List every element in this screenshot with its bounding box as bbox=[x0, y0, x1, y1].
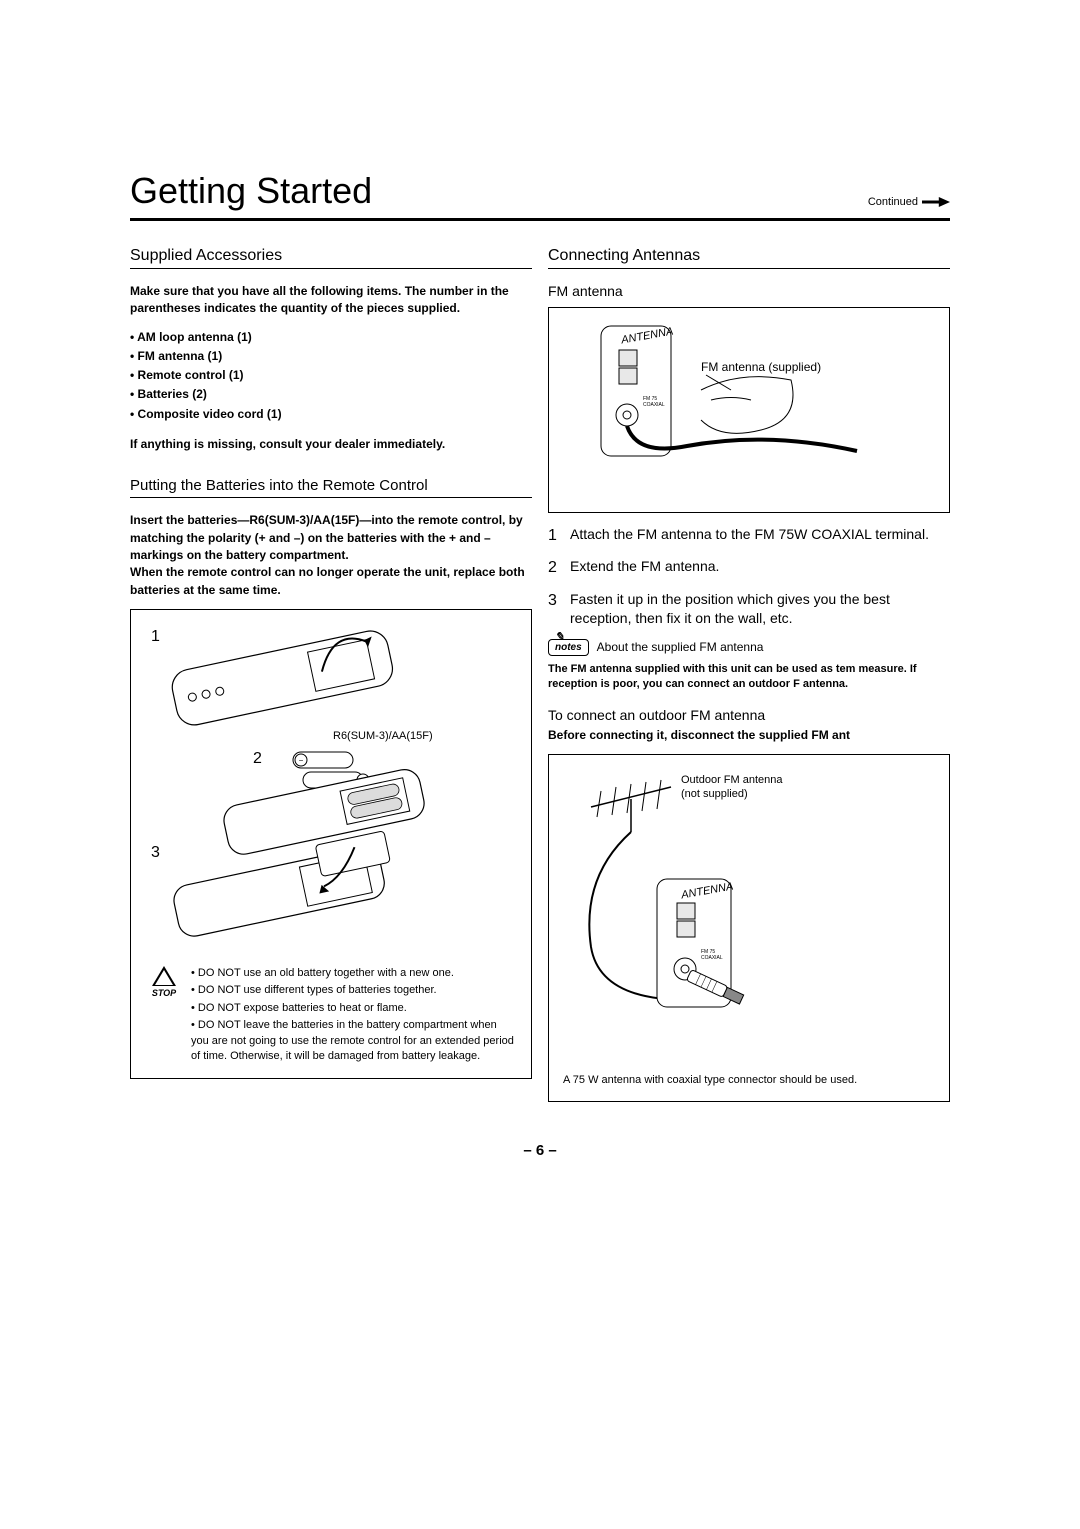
supplied-intro: Make sure that you have all the followin… bbox=[130, 283, 532, 318]
page-title: Getting Started Continued bbox=[130, 170, 950, 221]
supplied-accessories-heading: Supplied Accessories bbox=[130, 247, 532, 269]
fm-antenna-diagram-box: ANTENNA FM antenna (supplied) FM 75 COAX… bbox=[548, 307, 950, 513]
notes-row: notes About the supplied FM antenna bbox=[548, 639, 950, 656]
fm-antenna-illustration: FM 75 COAXIAL bbox=[561, 320, 937, 490]
title-text: Getting Started bbox=[130, 170, 372, 211]
remote-diagram-box: 1 2 3 R6(SUM-3)/AA(15F) bbox=[130, 609, 532, 1079]
step-1: 1 bbox=[151, 628, 160, 646]
arrow-icon bbox=[922, 197, 950, 207]
page-number: – 6 – bbox=[130, 1142, 950, 1159]
right-column: Connecting Antennas FM antenna ANTENNA F… bbox=[540, 247, 950, 1102]
svg-text:COAXIAL: COAXIAL bbox=[643, 402, 665, 408]
step-text: Extend the FM antenna. bbox=[570, 557, 719, 579]
fm-supplied-label: FM antenna (supplied) bbox=[701, 360, 821, 374]
list-item: Batteries (2) bbox=[130, 385, 532, 404]
step-1-row: 1 Attach the FM antenna to the FM 75W CO… bbox=[548, 525, 950, 547]
list-item: AM loop antenna (1) bbox=[130, 328, 532, 347]
list-item: DO NOT expose batteries to heat or flame… bbox=[191, 1001, 515, 1016]
notes-icon: notes bbox=[548, 639, 589, 656]
step-number: 3 bbox=[548, 590, 562, 629]
list-item: DO NOT leave the batteries in the batter… bbox=[191, 1018, 515, 1064]
outdoor-antenna-label: Outdoor FM antenna (not supplied) bbox=[681, 773, 783, 802]
step-text: Attach the FM antenna to the FM 75W COAX… bbox=[570, 525, 929, 547]
step-3: 3 bbox=[151, 844, 160, 862]
left-column: Supplied Accessories Make sure that you … bbox=[130, 247, 540, 1102]
notes-caption: About the supplied FM antenna bbox=[597, 640, 764, 654]
step-3-row: 3 Fasten it up in the position which giv… bbox=[548, 590, 950, 629]
list-item: DO NOT use different types of batteries … bbox=[191, 983, 515, 998]
caution-list: DO NOT use an old battery together with … bbox=[191, 966, 515, 1066]
svg-text:COAXIAL: COAXIAL bbox=[701, 955, 723, 961]
step-text: Fasten it up in the position which gives… bbox=[570, 590, 950, 629]
accessories-list: AM loop antenna (1) FM antenna (1) Remot… bbox=[130, 328, 532, 424]
svg-text:−: − bbox=[299, 756, 304, 765]
outdoor-heading: To connect an outdoor FM antenna bbox=[548, 707, 950, 723]
step-number: 2 bbox=[548, 557, 562, 579]
remote-illustration: − + bbox=[143, 622, 519, 952]
step-2-row: 2 Extend the FM antenna. bbox=[548, 557, 950, 579]
notes-text: The FM antenna supplied with this unit c… bbox=[548, 662, 950, 693]
outdoor-diagram-box: Outdoor FM antenna (not supplied) ANTENN… bbox=[548, 754, 950, 1102]
step-2: 2 bbox=[253, 750, 262, 768]
fm-antenna-subheading: FM antenna bbox=[548, 283, 950, 299]
stop-icon: STOP bbox=[147, 966, 181, 1066]
battery-type-label: R6(SUM-3)/AA(15F) bbox=[333, 730, 433, 742]
outdoor-pre: Before connecting it, disconnect the sup… bbox=[548, 727, 950, 744]
connecting-antennas-heading: Connecting Antennas bbox=[548, 247, 950, 269]
batteries-text: Insert the batteries—R6(SUM-3)/AA(15F)—i… bbox=[130, 512, 532, 599]
list-item: FM antenna (1) bbox=[130, 347, 532, 366]
continued-label: Continued bbox=[868, 196, 950, 208]
list-item: DO NOT use an old battery together with … bbox=[191, 966, 515, 981]
list-item: Remote control (1) bbox=[130, 366, 532, 385]
missing-note: If anything is missing, consult your dea… bbox=[130, 436, 532, 453]
step-number: 1 bbox=[548, 525, 562, 547]
batteries-heading: Putting the Batteries into the Remote Co… bbox=[130, 477, 532, 498]
list-item: Composite video cord (1) bbox=[130, 405, 532, 424]
caution-box: STOP DO NOT use an old battery together … bbox=[143, 966, 519, 1066]
outdoor-antenna-illustration: FM 75 COAXIAL bbox=[561, 767, 937, 1037]
outdoor-note: A 75 W antenna with coaxial type connect… bbox=[563, 1073, 935, 1089]
